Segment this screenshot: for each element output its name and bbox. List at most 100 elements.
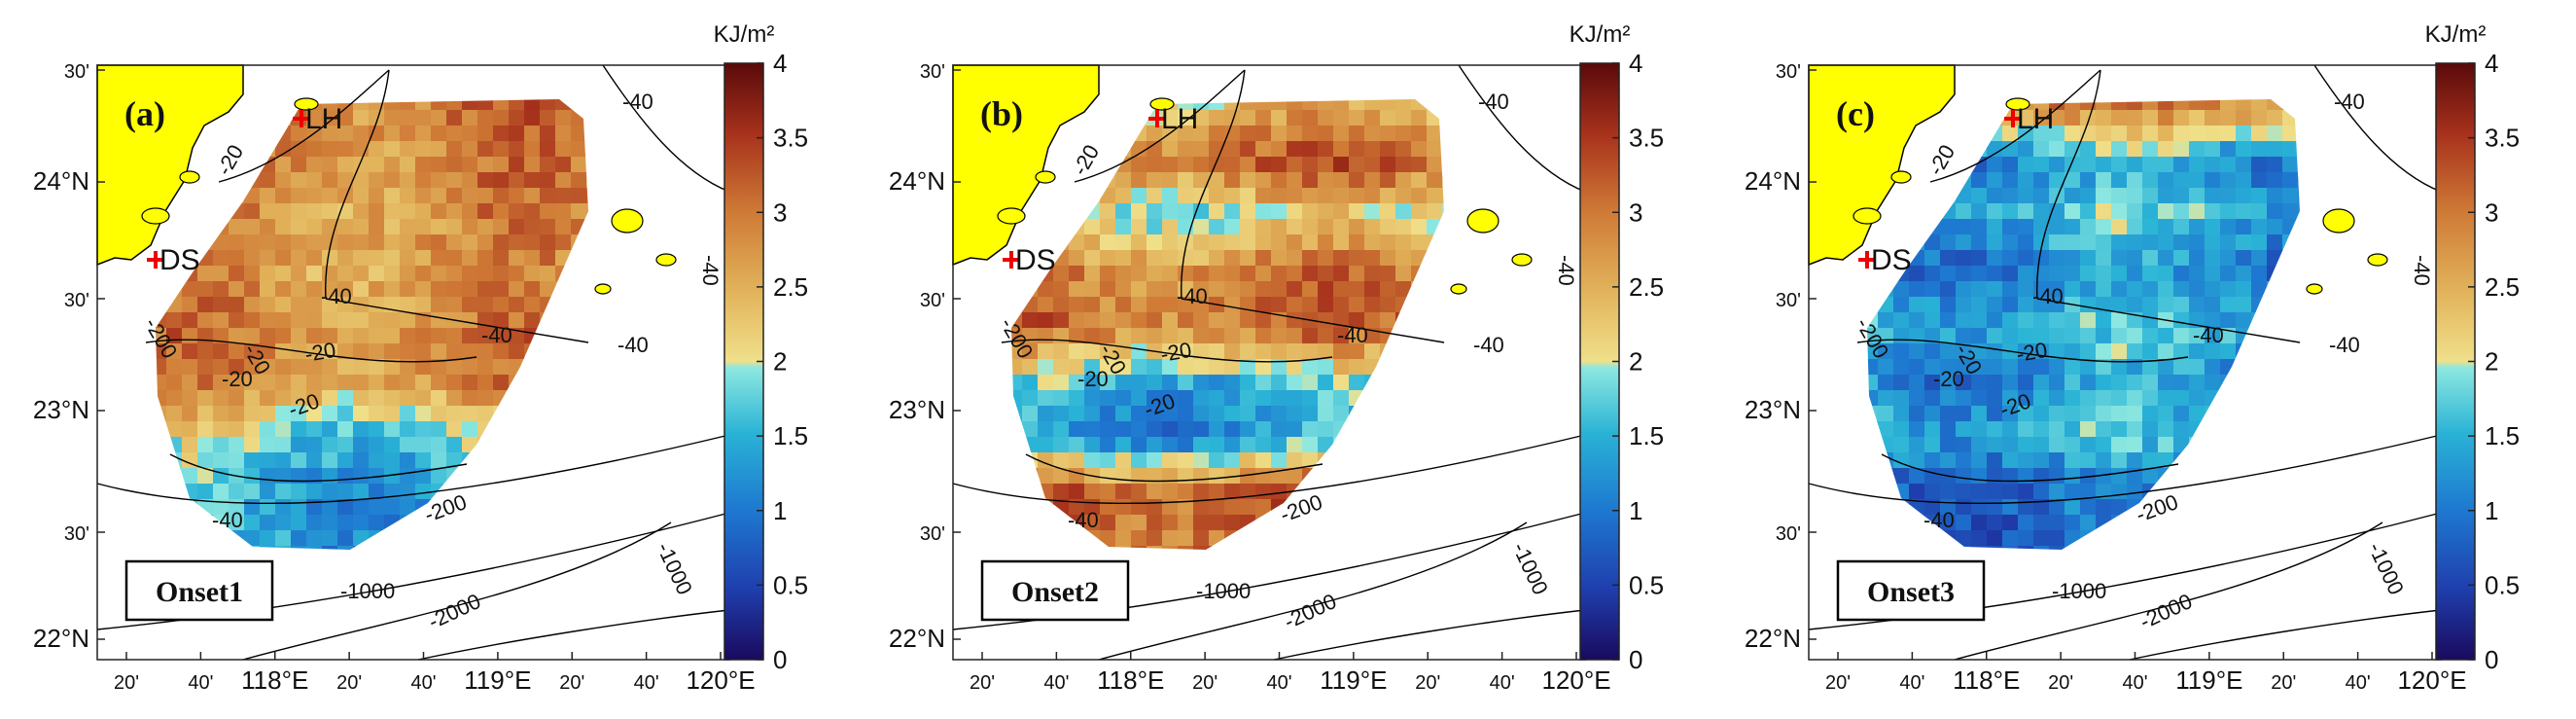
heatmap-cell [1209, 110, 1225, 126]
contour-label: -20 [1159, 338, 1194, 367]
heatmap-cell [1333, 110, 1350, 126]
heatmap-cell [2049, 359, 2065, 376]
heatmap-cell [2018, 437, 2034, 453]
heatmap-cell [415, 126, 432, 142]
heatmap-cell [446, 390, 463, 407]
heatmap-cell [415, 172, 432, 189]
heatmap-cell [415, 343, 432, 360]
heatmap-cell [1380, 281, 1396, 298]
heatmap-cell [2002, 126, 2019, 142]
contour-label: -20 [303, 338, 338, 367]
heatmap-cell [2282, 141, 2299, 158]
heatmap-cell [1255, 250, 1272, 267]
heatmap-cell [353, 266, 370, 282]
heatmap-cell [2018, 157, 2034, 173]
heatmap-cell [2142, 110, 2159, 126]
heatmap-cell [2142, 390, 2159, 407]
heatmap-cell [2220, 141, 2237, 158]
heatmap-cell [2018, 188, 2034, 204]
heatmap-cell [1318, 219, 1334, 235]
heatmap-cell [213, 328, 229, 344]
heatmap-cell [2033, 359, 2050, 376]
heatmap-cell [1178, 452, 1194, 469]
heatmap-cell [1100, 421, 1116, 438]
heatmap-cell [2158, 126, 2174, 142]
heatmap-cell [2158, 250, 2174, 267]
heatmap-cell [2173, 390, 2190, 407]
heatmap-cell [1240, 499, 1256, 516]
heatmap-cell [1209, 375, 1225, 391]
heatmap-cell [260, 530, 276, 547]
heatmap-cell [1318, 328, 1334, 344]
heatmap-cell [2049, 234, 2065, 251]
depth-contour [1074, 69, 1246, 183]
heatmap-cell [1209, 468, 1225, 485]
heatmap-cell [2049, 188, 2065, 204]
heatmap-cell [1971, 484, 1988, 500]
heatmap-cell [2049, 219, 2065, 235]
heatmap-cell [1364, 99, 1381, 111]
heatmap-cell [2096, 390, 2112, 407]
heatmap-cell [415, 484, 432, 500]
heatmap-cell [1909, 375, 1925, 391]
heatmap-cell [400, 250, 416, 267]
case-label-box [980, 559, 1130, 622]
heatmap-cell [2173, 188, 2190, 204]
heatmap-cell [1209, 515, 1225, 531]
heatmap-cell [166, 312, 183, 329]
heatmap-cell [1011, 312, 1023, 329]
heatmap-cell [1302, 343, 1319, 360]
heatmap-cell [1878, 421, 1894, 438]
heatmap-cell [2018, 266, 2034, 282]
heatmap-cell [2236, 188, 2252, 204]
heatmap-cell [1147, 297, 1163, 313]
heatmap-cell [1131, 515, 1147, 531]
heatmap-cell [2002, 421, 2019, 438]
heatmap-cell [2096, 99, 2112, 111]
heatmap-cell [244, 297, 261, 313]
lat-tick-label: 23°N [33, 395, 89, 424]
heatmap-cell [244, 390, 261, 407]
heatmap-cell [555, 126, 572, 142]
heatmap-cell [1209, 437, 1225, 453]
heatmap-cell [1115, 172, 1132, 189]
heatmap-cell [1893, 312, 1910, 329]
heatmap-cell [1318, 141, 1334, 158]
heatmap-cell [1069, 297, 1085, 313]
heatmap-cell [2033, 468, 2050, 485]
heatmap-cell [2018, 250, 2034, 267]
heatmap-cell [2002, 546, 2019, 550]
heatmap-cell [415, 141, 432, 158]
heatmap-cell [275, 452, 292, 469]
heatmap-cell [2111, 172, 2128, 189]
heatmap-cell [477, 406, 494, 422]
heatmap-cell [2049, 312, 2065, 329]
heatmap-cell [2173, 359, 2190, 376]
heatmap-cell [1069, 266, 1085, 282]
heatmap-cell [1193, 141, 1210, 158]
heatmap-cell [1100, 390, 1116, 407]
heatmap-cell [322, 126, 338, 142]
lat-tick-label: 23°N [889, 395, 945, 424]
heatmap-cell [2205, 266, 2221, 282]
heatmap-cell [1255, 452, 1272, 469]
heatmap-cell [1302, 421, 1319, 438]
heatmap-cell [2142, 219, 2159, 235]
heatmap-cell [1349, 375, 1365, 391]
heatmap-cell [1162, 281, 1179, 298]
heatmap-cell [197, 437, 214, 453]
heatmap-cell [2205, 234, 2221, 251]
contour-label: -1000 [340, 579, 395, 603]
heatmap-cell [156, 312, 167, 329]
heatmap-cell [1224, 219, 1241, 235]
heatmap-cell [1271, 312, 1288, 329]
heatmap-cell [2158, 266, 2174, 282]
heatmap-cell [182, 281, 198, 298]
heatmap-cell [431, 157, 447, 173]
heatmap-cell [1349, 312, 1365, 329]
heatmap-cell [291, 203, 307, 220]
heatmap-cell [1364, 281, 1381, 298]
heatmap-cell [493, 157, 510, 173]
heatmap-cell [431, 297, 447, 313]
heatmap-cell [213, 484, 229, 500]
